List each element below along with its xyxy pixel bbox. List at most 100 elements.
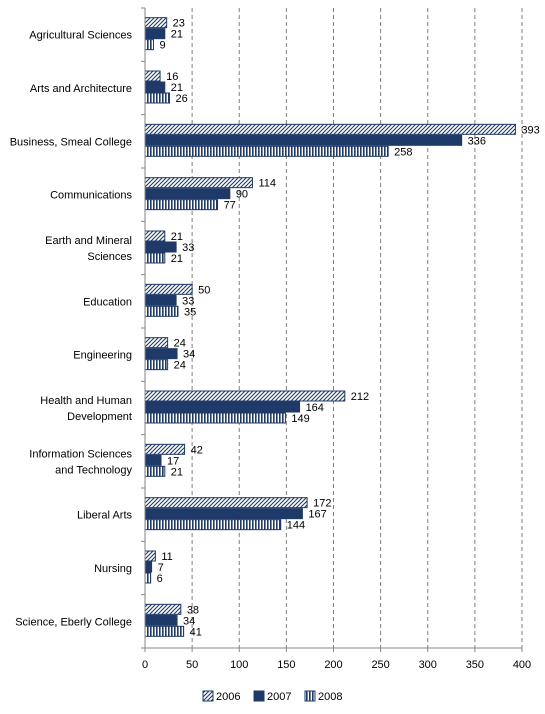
bar-2006 [144, 70, 161, 82]
data-label: 33 [182, 295, 194, 307]
data-label: 6 [157, 573, 163, 585]
bar-2008 [144, 305, 179, 317]
x-tick-label: 250 [371, 659, 389, 671]
legend-swatch-2007 [253, 690, 265, 702]
category-label: Education [83, 296, 132, 308]
bar-2007 [144, 508, 303, 520]
category-label: Nursing [94, 563, 132, 575]
data-label: 34 [183, 349, 195, 361]
bar-2006 [144, 497, 308, 509]
bar-2008 [144, 252, 166, 264]
data-label: 11 [161, 551, 172, 563]
bar-2007 [144, 28, 166, 40]
bar-2007 [144, 454, 162, 466]
data-label: 114 [258, 178, 276, 190]
bar-2007 [144, 614, 178, 626]
x-tick-label: 400 [513, 659, 531, 671]
category-label: Arts and Architecture [30, 83, 132, 95]
bar-2007 [144, 401, 301, 413]
bar-2008 [144, 412, 286, 424]
data-label: 24 [174, 338, 186, 350]
data-label: 26 [176, 93, 188, 105]
bar-2007 [144, 81, 166, 93]
bar-2008 [144, 519, 282, 531]
category-label: Agricultural Sciences [29, 30, 132, 42]
x-tick-label: 200 [324, 659, 342, 671]
category-label: Liberal Arts [77, 510, 133, 522]
data-label: 24 [174, 360, 186, 372]
data-label: 38 [187, 604, 199, 616]
data-label: 212 [351, 391, 369, 403]
data-label: 21 [171, 82, 183, 94]
legend-label: 2008 [318, 691, 342, 703]
data-label: 149 [291, 413, 309, 425]
data-label: 35 [184, 306, 196, 318]
bar-2008 [144, 92, 171, 104]
bar-2006 [144, 550, 156, 562]
data-label: 164 [306, 402, 324, 414]
bar-2006 [144, 230, 166, 242]
axes [141, 7, 523, 652]
x-tick-label: 150 [277, 659, 295, 671]
x-tick-label: 0 [142, 659, 148, 671]
data-label: 34 [183, 615, 195, 627]
data-label: 21 [171, 466, 183, 478]
data-label: 33 [182, 242, 194, 254]
bars [144, 17, 516, 637]
category-label: Health and Human [40, 395, 132, 407]
bar-2007 [144, 241, 177, 253]
data-label: 167 [308, 509, 326, 521]
category-label: Engineering [73, 350, 132, 362]
data-label: 7 [158, 562, 164, 574]
bar-2006 [144, 17, 168, 29]
legend-label: 2006 [216, 691, 240, 703]
legend-swatch-2006 [202, 690, 214, 702]
data-label: 90 [236, 189, 248, 201]
legend-label: 2007 [267, 691, 291, 703]
data-label: 77 [224, 200, 236, 212]
data-label: 21 [171, 231, 183, 243]
data-label: 9 [159, 40, 165, 52]
bar-2008 [144, 465, 166, 477]
category-label: Development [67, 411, 132, 423]
category-label: Sciences [87, 251, 132, 263]
data-label: 41 [190, 626, 202, 638]
data-label: 258 [394, 146, 412, 158]
bar-2006 [144, 390, 346, 402]
data-label: 336 [468, 135, 486, 147]
data-label: 16 [166, 71, 178, 83]
data-label: 50 [198, 284, 210, 296]
category-label: Science, Eberly College [15, 616, 132, 628]
bar-2008 [144, 199, 219, 211]
data-label: 144 [287, 520, 305, 532]
bar-2006 [144, 123, 516, 135]
x-tick-label: 100 [230, 659, 248, 671]
bar-2007 [144, 188, 231, 200]
category-label: Earth and Mineral [45, 235, 132, 247]
x-tick-label: 350 [466, 659, 484, 671]
legend: 2006 2007 2008 [202, 690, 342, 703]
bar-2006 [144, 603, 182, 615]
data-label: 393 [521, 124, 539, 136]
gridlines [191, 8, 523, 648]
bar-2006 [144, 283, 193, 295]
bar-2008 [144, 39, 154, 51]
x-tick-label: 300 [419, 659, 437, 671]
legend-swatch-2008 [304, 690, 316, 702]
bar-2006 [144, 177, 253, 189]
bar-2008 [144, 359, 169, 371]
bar-2006 [144, 443, 186, 455]
data-label: 17 [167, 455, 179, 467]
bar-2007 [144, 294, 177, 306]
category-label: Communications [50, 190, 132, 202]
bar-2008 [144, 145, 389, 157]
category-label: Business, Smeal College [10, 136, 132, 148]
bar-2008 [144, 572, 152, 584]
data-label: 23 [173, 18, 185, 30]
bar-2007 [144, 348, 178, 360]
x-tick-label: 50 [186, 659, 198, 671]
bar-2006 [144, 337, 169, 349]
data-label: 42 [191, 444, 203, 456]
